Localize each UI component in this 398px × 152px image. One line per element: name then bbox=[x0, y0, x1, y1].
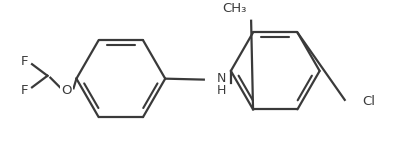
Text: F: F bbox=[21, 55, 28, 68]
Text: CH₃: CH₃ bbox=[222, 2, 246, 15]
Text: Cl: Cl bbox=[362, 95, 375, 108]
Text: O: O bbox=[62, 84, 72, 97]
Text: F: F bbox=[21, 84, 28, 97]
Text: N
H: N H bbox=[217, 72, 226, 97]
